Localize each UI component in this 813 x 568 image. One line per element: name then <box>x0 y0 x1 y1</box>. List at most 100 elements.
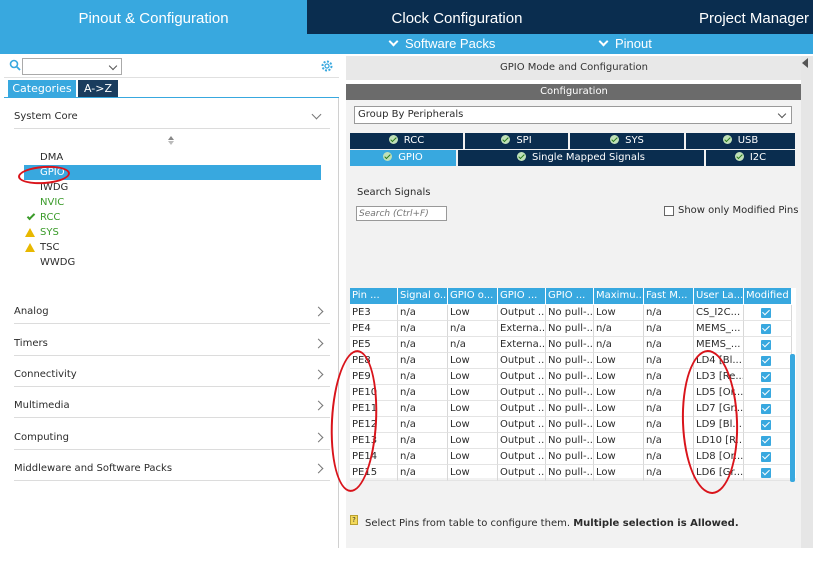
hint-text: Select Pins from table to configure them… <box>365 518 739 529</box>
column-header[interactable]: GPIO o... <box>448 288 498 304</box>
section-analog[interactable]: Analog <box>14 300 330 324</box>
modified-checkbox[interactable] <box>761 452 771 462</box>
column-header[interactable]: GPIO ... <box>498 288 546 304</box>
search-signals-input[interactable] <box>356 206 447 221</box>
modified-checkbox[interactable] <box>761 420 771 430</box>
section-system-core[interactable]: System Core <box>14 105 330 129</box>
table-row[interactable]: PE5 n/a n/a Externa... No pull-... n/a n/a MEMS… <box>350 337 792 353</box>
modified-checkbox[interactable] <box>761 308 771 318</box>
table-cell: CS_I2C... <box>694 305 744 321</box>
table-cell: Low <box>594 433 644 449</box>
table-cell: n/a <box>644 369 694 385</box>
modified-cell <box>744 433 792 449</box>
peripheral-item-rcc[interactable]: RCC <box>24 210 321 225</box>
table-cell: Low <box>448 305 498 321</box>
peripheral-item-dma[interactable]: DMA <box>24 150 321 165</box>
peripheral-tab-gpio[interactable]: GPIO <box>350 150 456 166</box>
sub-navigation-bar: Software Packs Pinout <box>0 34 813 54</box>
modified-checkbox[interactable] <box>761 324 771 334</box>
column-header[interactable]: GPIO ... <box>546 288 594 304</box>
chevron-down-icon <box>777 109 787 119</box>
peripheral-tab-rcc[interactable]: RCC <box>350 133 463 149</box>
table-cell: n/a <box>398 353 448 369</box>
peripheral-tab-spi[interactable]: SPI <box>465 133 568 149</box>
modified-checkbox[interactable] <box>761 436 771 446</box>
search-signals-label: Search Signals <box>357 187 431 198</box>
modified-checkbox[interactable] <box>761 404 771 414</box>
table-scrollbar-thumb[interactable] <box>790 354 795 482</box>
group-by-select[interactable]: Group By Peripherals <box>354 106 792 124</box>
software-packs-menu[interactable]: Software Packs <box>388 34 495 54</box>
tab-clock-configuration[interactable]: Clock Configuration <box>309 0 605 34</box>
peripheral-tab-label: SPI <box>516 135 532 146</box>
section-timers[interactable]: Timers <box>14 332 330 356</box>
column-header[interactable]: Fast M... <box>644 288 694 304</box>
top-tab-bar: Pinout & Configuration Clock Configurati… <box>0 0 813 34</box>
chevron-right-icon <box>313 463 324 474</box>
table-row[interactable]: PE15 n/a Low Output ... No pull-... Low n/a LD6… <box>350 465 792 481</box>
pinout-menu-label: Pinout <box>615 36 652 51</box>
category-search-input[interactable] <box>22 58 122 75</box>
table-row[interactable]: PE11 n/a Low Output ... No pull-... Low n/a LD7… <box>350 401 792 417</box>
table-cell: Low <box>448 353 498 369</box>
section-computing[interactable]: Computing <box>14 426 330 450</box>
check-circle-icon <box>501 135 511 144</box>
show-modified-checkbox[interactable] <box>664 206 674 216</box>
modified-cell <box>744 305 792 321</box>
peripheral-item-tsc[interactable]: TSC <box>24 240 321 255</box>
modified-checkbox[interactable] <box>761 340 771 350</box>
modified-checkbox[interactable] <box>761 468 771 478</box>
pinout-menu[interactable]: Pinout <box>598 34 652 54</box>
section-middleware-and-software-packs[interactable]: Middleware and Software Packs <box>14 457 330 481</box>
table-cell: No pull-... <box>546 353 594 369</box>
modified-checkbox[interactable] <box>761 388 771 398</box>
peripheral-tab-usb[interactable]: USB <box>686 133 795 149</box>
table-row[interactable]: PE3 n/a Low Output ... No pull-... Low n/a CS_I… <box>350 305 792 321</box>
modified-cell <box>744 401 792 417</box>
table-cell: n/a <box>398 385 448 401</box>
tab-categories[interactable]: Categories <box>8 80 76 97</box>
peripheral-item-iwdg[interactable]: IWDG <box>24 180 321 195</box>
table-row[interactable]: PE9 n/a Low Output ... No pull-... Low n/a LD3 … <box>350 369 792 385</box>
tab-pinout-configuration[interactable]: Pinout & Configuration <box>0 0 307 34</box>
column-header[interactable]: Pin ... <box>350 288 398 304</box>
table-cell: Low <box>594 465 644 481</box>
section-multimedia[interactable]: Multimedia <box>14 394 330 418</box>
hint-text-normal: Select Pins from table to configure them… <box>365 518 571 529</box>
peripheral-item-sys[interactable]: SYS <box>24 225 321 240</box>
peripheral-item-wwdg[interactable]: WWDG <box>24 255 321 270</box>
table-cell: Output ... <box>498 385 546 401</box>
column-header[interactable]: Signal o... <box>398 288 448 304</box>
table-cell: LD8 [Or... <box>694 449 744 465</box>
table-cell: No pull-... <box>546 465 594 481</box>
tab-a-to-z[interactable]: A->Z <box>78 80 118 97</box>
table-cell: PE14 <box>350 449 398 465</box>
collapse-arrow-icon[interactable] <box>802 58 808 68</box>
peripheral-tab-single-mapped-signals[interactable]: Single Mapped Signals <box>458 150 704 166</box>
column-header[interactable]: Modified <box>744 288 792 304</box>
table-cell: Low <box>594 369 644 385</box>
modified-checkbox[interactable] <box>761 372 771 382</box>
gear-icon[interactable] <box>320 59 334 73</box>
column-header[interactable]: Maximu... <box>594 288 644 304</box>
peripheral-label: NVIC <box>40 197 65 208</box>
tab-project-manager[interactable]: Project Manager <box>607 0 813 34</box>
table-row[interactable]: PE8 n/a Low Output ... No pull-... Low n/a LD4 … <box>350 353 792 369</box>
modified-checkbox[interactable] <box>761 356 771 366</box>
table-cell: Output ... <box>498 305 546 321</box>
peripheral-tab-i2c[interactable]: I2C <box>706 150 795 166</box>
table-row[interactable]: PE10 n/a Low Output ... No pull-... Low n/a LD5… <box>350 385 792 401</box>
table-row[interactable]: PE4 n/a n/a Externa... No pull-... n/a n/a MEMS… <box>350 321 792 337</box>
check-icon <box>26 211 36 221</box>
table-row[interactable]: PE13 n/a Low Output ... No pull-... Low n/a LD1… <box>350 433 792 449</box>
peripheral-item-nvic[interactable]: NVIC <box>24 195 321 210</box>
peripheral-tab-sys[interactable]: SYS <box>570 133 684 149</box>
table-cell: Low <box>448 449 498 465</box>
section-connectivity[interactable]: Connectivity <box>14 363 330 387</box>
search-icon[interactable] <box>9 59 21 71</box>
table-row[interactable]: PE12 n/a Low Output ... No pull-... Low n/a LD9… <box>350 417 792 433</box>
column-header[interactable]: User La... <box>694 288 744 304</box>
show-modified-label: Show only Modified Pins <box>678 205 799 216</box>
peripheral-item-gpio[interactable]: GPIO <box>24 165 321 180</box>
modified-cell <box>744 337 792 353</box>
